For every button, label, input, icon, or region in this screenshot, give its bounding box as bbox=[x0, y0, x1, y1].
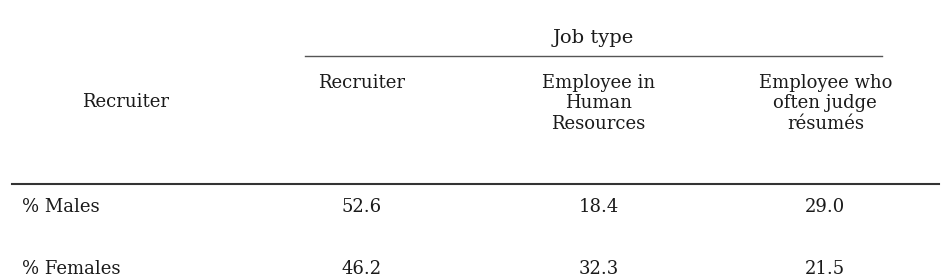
Text: % Females: % Females bbox=[22, 259, 120, 278]
Text: Employee in
Human
Resources: Employee in Human Resources bbox=[542, 74, 655, 133]
Text: 52.6: 52.6 bbox=[342, 198, 382, 216]
Text: 46.2: 46.2 bbox=[342, 259, 382, 278]
Text: Employee who
often judge
résumés: Employee who often judge résumés bbox=[759, 74, 892, 133]
Text: 18.4: 18.4 bbox=[578, 198, 618, 216]
Text: Recruiter: Recruiter bbox=[82, 93, 169, 111]
Text: 32.3: 32.3 bbox=[578, 259, 618, 278]
Text: 29.0: 29.0 bbox=[805, 198, 845, 216]
Text: Job type: Job type bbox=[553, 29, 634, 47]
Text: % Males: % Males bbox=[22, 198, 99, 216]
Text: 21.5: 21.5 bbox=[805, 259, 845, 278]
Text: Recruiter: Recruiter bbox=[319, 74, 405, 92]
